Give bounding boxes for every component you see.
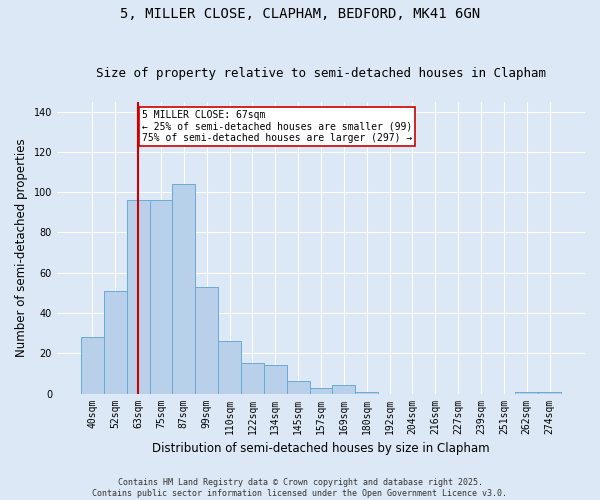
Text: 5 MILLER CLOSE: 67sqm
← 25% of semi-detached houses are smaller (99)
75% of semi: 5 MILLER CLOSE: 67sqm ← 25% of semi-deta… <box>142 110 412 143</box>
Bar <box>332 386 355 394</box>
Bar <box>241 364 264 394</box>
Bar <box>264 366 287 394</box>
Bar <box>172 184 195 394</box>
Text: Contains HM Land Registry data © Crown copyright and database right 2025.
Contai: Contains HM Land Registry data © Crown c… <box>92 478 508 498</box>
Bar <box>515 392 538 394</box>
Bar <box>287 382 310 394</box>
Bar <box>195 287 218 394</box>
Bar <box>81 337 104 394</box>
Bar <box>310 388 332 394</box>
Bar <box>538 392 561 394</box>
Bar <box>149 200 172 394</box>
Bar <box>355 392 378 394</box>
Bar <box>218 341 241 394</box>
Bar <box>127 200 149 394</box>
Text: 5, MILLER CLOSE, CLAPHAM, BEDFORD, MK41 6GN: 5, MILLER CLOSE, CLAPHAM, BEDFORD, MK41 … <box>120 8 480 22</box>
Bar <box>104 291 127 394</box>
Title: Size of property relative to semi-detached houses in Clapham: Size of property relative to semi-detach… <box>96 66 546 80</box>
X-axis label: Distribution of semi-detached houses by size in Clapham: Distribution of semi-detached houses by … <box>152 442 490 455</box>
Y-axis label: Number of semi-detached properties: Number of semi-detached properties <box>15 138 28 357</box>
